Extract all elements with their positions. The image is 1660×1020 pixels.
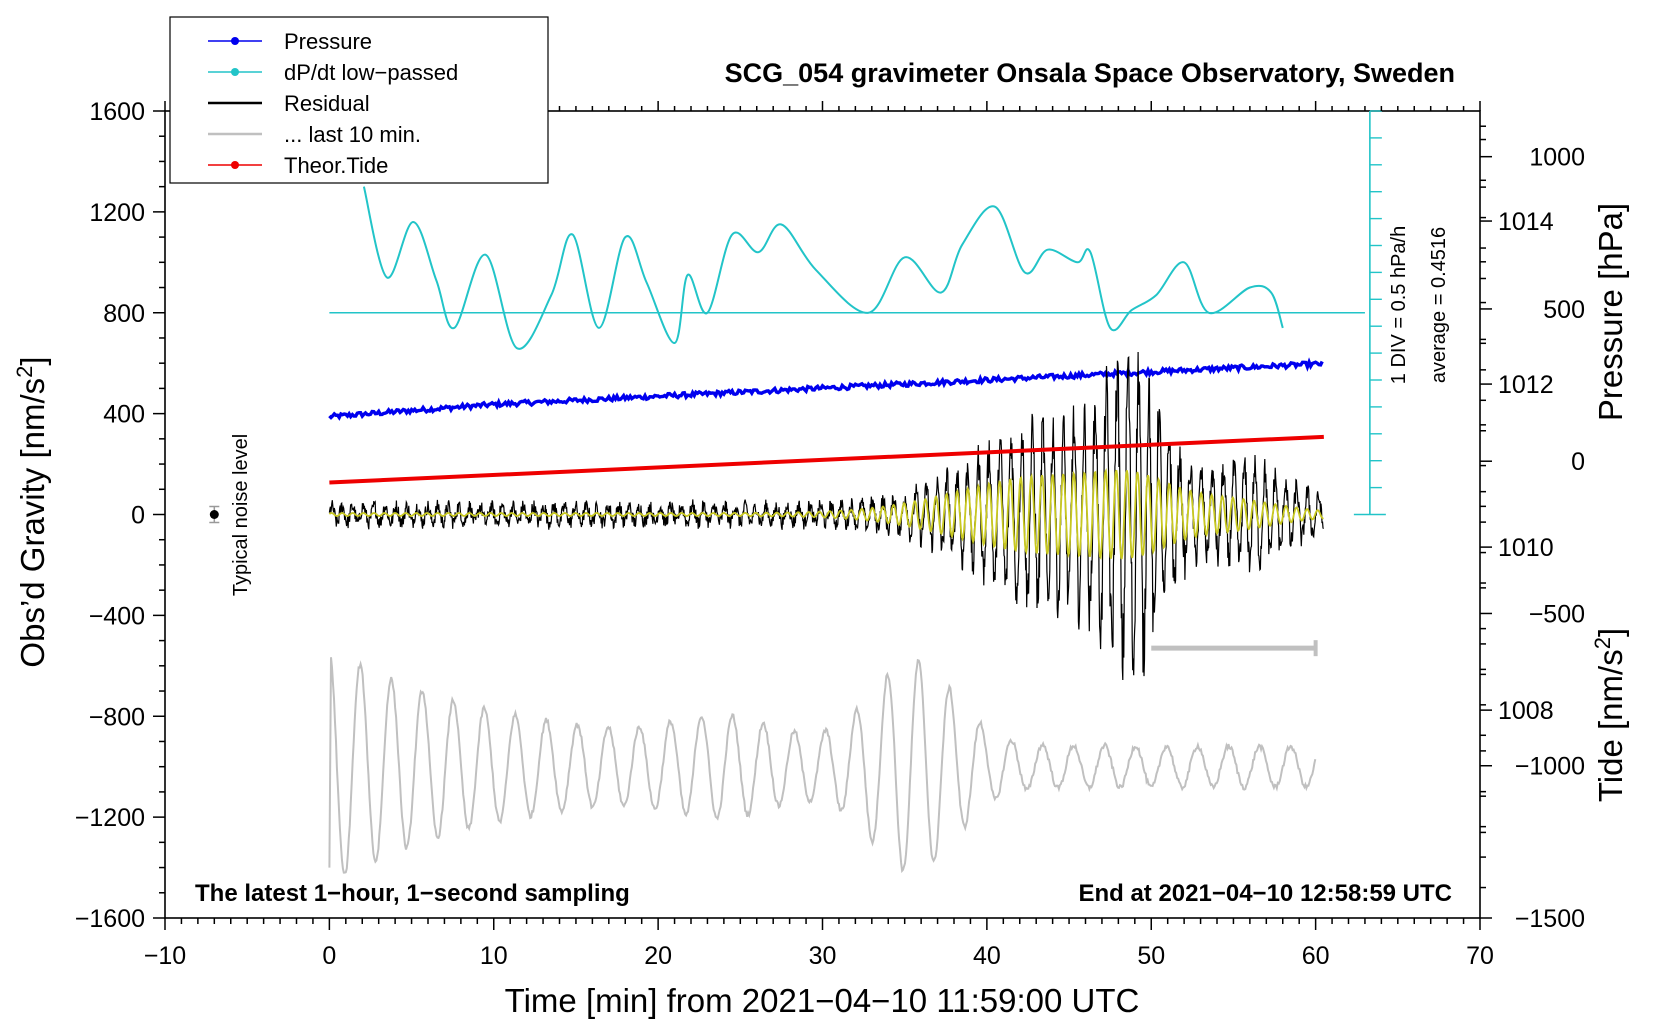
y-tick-label: 1600 bbox=[89, 98, 145, 126]
noise-dot bbox=[209, 510, 219, 519]
pressure-axis: 1014 1012 1010 1008 bbox=[1480, 138, 1554, 834]
x-tick-label: 70 bbox=[1466, 942, 1494, 970]
x-tick-label: 30 bbox=[809, 942, 837, 970]
dpdt-scale-bar bbox=[1353, 110, 1386, 516]
pressure-tick-label: 1012 bbox=[1498, 371, 1554, 399]
tide-tick-label: −1500 bbox=[1515, 905, 1585, 933]
tide-tick-label: −500 bbox=[1529, 600, 1585, 628]
left-y-axis-label: Obs’d Gravity [nm/s2] bbox=[12, 356, 51, 667]
x-tick-label: 20 bbox=[644, 942, 672, 970]
y-tick-label: 800 bbox=[103, 300, 145, 328]
legend-dot bbox=[231, 161, 239, 169]
x-axis-label: Time [min] from 2021−04−10 11:59:00 UTC bbox=[505, 982, 1140, 1019]
tide-tick-label: −1000 bbox=[1515, 753, 1585, 781]
theoretical-tide-series bbox=[329, 434, 1324, 485]
chart-title: SCG_054 gravimeter Onsala Space Observat… bbox=[725, 58, 1455, 88]
y-tick-label: 0 bbox=[131, 502, 145, 530]
filtered-residual-line bbox=[328, 467, 1324, 561]
pressure-series bbox=[328, 357, 1324, 421]
x-tick-label: 10 bbox=[480, 942, 508, 970]
tide-line bbox=[329, 434, 1324, 485]
legend-entries: Pressure dP/dt low−passed Residual ... last… bbox=[208, 29, 458, 178]
x-axis: −10 0 10 20 30 40 50 60 70 bbox=[144, 101, 1494, 970]
y-tick-label: 1200 bbox=[89, 199, 145, 227]
tide-tick-label: 1000 bbox=[1529, 144, 1585, 172]
legend-dot bbox=[231, 37, 239, 45]
last-10-min-line bbox=[328, 657, 1317, 874]
sampling-note: The latest 1−hour, 1−second sampling bbox=[195, 880, 630, 907]
x-tick-label: 0 bbox=[322, 942, 336, 970]
legend-label: Theor.Tide bbox=[284, 153, 388, 178]
legend-label: dP/dt low−passed bbox=[284, 60, 458, 85]
last-10-min-bar bbox=[1151, 640, 1318, 657]
x-tick-label: −10 bbox=[144, 942, 186, 970]
dpdt-series bbox=[329, 186, 1365, 350]
noise-level-label: Typical noise level bbox=[230, 434, 252, 596]
y-tick-label: −400 bbox=[89, 602, 145, 630]
tide-tick-label: 500 bbox=[1543, 296, 1585, 324]
y-tick-label: −800 bbox=[89, 703, 145, 731]
end-time-note: End at 2021−04−10 12:58:59 UTC bbox=[1078, 880, 1452, 907]
y-tick-label: −1600 bbox=[75, 905, 145, 933]
legend-label: ... last 10 min. bbox=[284, 122, 421, 147]
pressure-tick-label: 1008 bbox=[1498, 697, 1554, 725]
pressure-line bbox=[328, 357, 1324, 421]
tide-axis: 1000 500 0 −500 −1000 −1500 bbox=[1480, 125, 1585, 933]
dpdt-line bbox=[362, 186, 1284, 350]
left-y-axis: 1600 1200 800 400 0 −400 −800 −1200 −1600 bbox=[75, 98, 165, 933]
pressure-axis-label: Pressure [hPa] bbox=[1592, 203, 1629, 421]
x-tick-label: 40 bbox=[973, 942, 1001, 970]
dpdt-average-label: average = 0.4516 bbox=[1428, 227, 1450, 383]
legend-label: Residual bbox=[284, 91, 370, 116]
x-tick-label: 60 bbox=[1302, 942, 1330, 970]
y-tick-label: −1200 bbox=[75, 804, 145, 832]
pressure-tick-label: 1010 bbox=[1498, 534, 1554, 562]
filtered-residual-series bbox=[328, 467, 1324, 561]
y-tick-label: 400 bbox=[103, 401, 145, 429]
dpdt-div-label: 1 DIV = 0.5 hPa/h bbox=[1388, 226, 1410, 384]
legend: Pressure dP/dt low−passed Residual ... last… bbox=[169, 16, 549, 184]
pressure-tick-label: 1014 bbox=[1498, 208, 1554, 236]
legend-label: Pressure bbox=[284, 29, 372, 54]
last-10-min-series bbox=[328, 657, 1317, 874]
tide-tick-label: 0 bbox=[1571, 448, 1585, 476]
tide-axis-label: Tide [nm/s2] bbox=[1590, 628, 1629, 802]
legend-box bbox=[169, 16, 549, 184]
noise-level-marker bbox=[209, 505, 220, 524]
x-tick-label: 50 bbox=[1137, 942, 1165, 970]
legend-dot bbox=[231, 68, 239, 76]
